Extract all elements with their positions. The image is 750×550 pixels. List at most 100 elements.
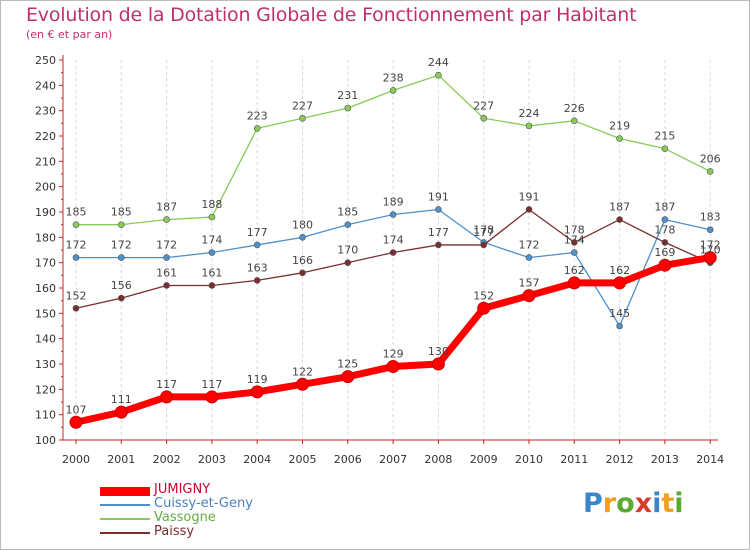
data-label: 119 [247,373,268,386]
data-point [253,241,261,249]
data-point [296,377,309,391]
data-label: 185 [111,206,132,219]
data-point [253,125,261,132]
data-label: 162 [609,264,630,277]
data-label: 107 [66,403,87,416]
data-label: 191 [428,190,449,203]
data-label: 177 [473,226,494,239]
data-point [344,221,352,228]
data-label: 162 [564,264,585,277]
data-label: 178 [654,223,675,236]
y-tick-label: 160 [35,282,56,295]
data-point [250,385,264,399]
data-label: 157 [519,277,540,290]
y-tick-label: 170 [35,257,56,270]
data-label: 156 [111,279,132,292]
data-point [299,234,306,241]
data-point [72,254,80,261]
data-point [344,104,352,112]
x-tick-label: 2012 [606,453,634,466]
data-point [69,415,83,429]
data-label: 152 [473,289,494,302]
data-point [616,216,623,223]
data-label: 152 [66,289,87,302]
data-label: 174 [383,234,404,247]
data-point [344,259,352,266]
data-point [616,135,623,142]
data-point [570,249,578,256]
data-point [661,216,669,223]
data-label: 189 [383,196,404,209]
logo-letter: t [661,488,675,519]
data-point [163,254,170,261]
data-label: 161 [201,266,222,279]
legend-label: Cuissy-et-Geny [154,496,253,511]
data-point [299,114,306,122]
data-point [570,117,578,125]
data-label: 117 [156,378,177,391]
data-point [386,360,400,374]
data-point [208,213,216,221]
logo-letter: i [674,488,684,519]
y-tick-label: 210 [35,155,56,168]
data-label: 227 [473,99,494,112]
data-label: 191 [519,190,540,203]
data-point [114,405,128,419]
data-label: 227 [292,99,313,112]
data-point [522,289,536,303]
data-point [431,357,445,371]
data-label: 174 [201,234,222,247]
data-point [341,370,355,384]
data-point [163,282,170,289]
y-tick-label: 180 [35,231,56,244]
data-point [205,390,219,404]
data-label: 129 [383,348,404,361]
data-label: 238 [383,71,404,84]
x-tick-label: 2008 [424,453,452,466]
y-tick-label: 250 [35,54,56,67]
y-tick-label: 220 [35,130,56,143]
data-label: 145 [609,307,630,320]
y-tick-label: 140 [35,333,56,346]
legend-swatch [100,532,150,534]
data-point [616,322,623,330]
legend-label: Vassogne [154,510,216,525]
data-point [160,390,174,404]
data-point [208,282,216,289]
data-label: 161 [156,266,177,279]
data-label: 244 [428,56,449,69]
data-label: 177 [428,226,449,239]
data-point [253,277,261,284]
y-tick-label: 200 [35,181,56,194]
legend-label: Paissy [154,524,195,539]
logo-letter: r [602,488,617,519]
data-label: 231 [337,89,358,102]
data-label: 172 [111,239,132,252]
data-point [299,269,306,277]
data-label: 219 [609,120,630,133]
data-point [706,168,714,175]
data-label: 187 [654,201,675,214]
logo-letter: x [634,488,653,519]
logo-letter: i [652,488,662,519]
data-label: 170 [700,244,721,257]
data-point [706,226,714,234]
y-tick-label: 240 [35,79,56,92]
data-point [72,221,80,228]
data-label: 187 [156,201,177,214]
data-point [613,276,627,290]
data-label: 223 [247,109,268,122]
y-tick-label: 150 [35,307,56,320]
data-point [389,249,397,256]
legend-swatch [100,504,150,506]
data-label: 178 [564,223,585,236]
x-tick-label: 2014 [696,453,724,466]
data-label: 187 [609,201,630,214]
data-point [118,221,125,228]
data-point [525,122,533,130]
data-point [435,241,442,249]
y-tick-label: 100 [35,434,56,447]
x-tick-label: 2003 [198,453,226,466]
data-point [118,294,125,302]
